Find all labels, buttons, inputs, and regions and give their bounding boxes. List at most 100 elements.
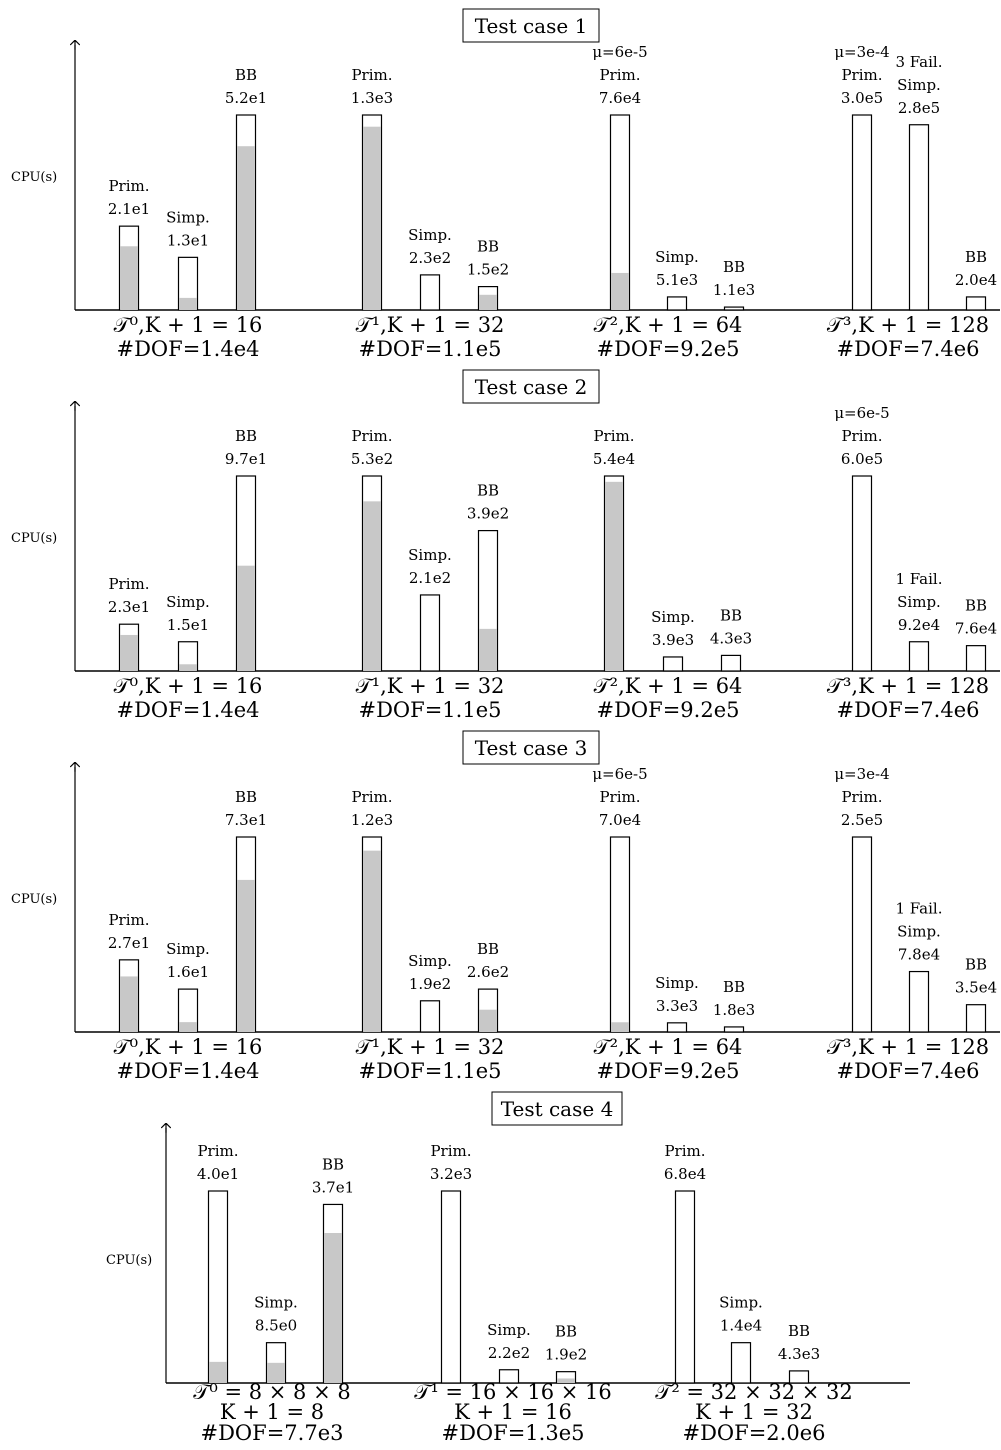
bar-simp [666,296,688,311]
bar-method-label: BB [723,978,745,996]
bar-value-label: 8.5e0 [255,1317,297,1335]
bar-note-label: μ=6e-5 [592,765,647,783]
bar-method-label: Simp. [166,940,210,958]
group-label-dof: #DOF=7.4e6 [836,698,979,722]
bar-fill-portion [120,634,138,671]
bar-value-label: 3.0e5 [841,89,883,107]
bar-method-label: Prim. [351,788,392,806]
bar-simp [419,1000,441,1033]
bar-fill-portion [179,1022,197,1032]
bar-note-label: μ=3e-4 [834,765,889,783]
bar-value-label: 5.1e3 [656,271,698,289]
group-label-mesh: 𝒯²,K + 1 = 64 [594,313,743,337]
bar-bb [720,654,742,672]
chart-panel-3: Test case 3 CPU(s) 2.7e1 Prim. 1.6e1 Simp. 7.3… [11,730,1000,1083]
bar-value-label: 2.7e1 [108,934,150,952]
bar-prim [851,836,873,1033]
bar-value-label: 3.9e2 [467,505,509,523]
bar-method-label: BB [235,66,257,84]
bar-value-label: 1.1e3 [713,281,755,299]
bar-method-label: Prim. [108,911,149,929]
bar-method-label: Prim. [108,177,149,195]
group-label-dof: #DOF=7.4e6 [836,337,979,361]
bar-value-label: 3.3e3 [656,997,698,1015]
bar-value-label: 4.0e1 [197,1165,239,1183]
bar-value-label: 2.3e1 [108,598,150,616]
group-label-dof: #DOF=1.1e5 [358,698,501,722]
y-axis-label: CPU(s) [11,892,57,907]
bar-fill-portion [209,1361,227,1383]
bar-value-label: 4.3e3 [778,1345,820,1363]
group-label-mesh: 𝒯⁰,K + 1 = 16 [114,313,263,337]
bar-prim [609,836,631,1033]
bar-method-label: BB [965,956,987,974]
bar-prim [674,1190,696,1384]
bar-fill-portion [237,879,255,1032]
bar-method-label: BB [322,1155,344,1173]
group-label-dof: #DOF=9.2e5 [596,337,739,361]
bar-value-label: 1.6e1 [167,963,209,981]
bar-prim [851,114,873,311]
y-axis-label: CPU(s) [106,1253,152,1268]
bar-value-label: 5.2e1 [225,89,267,107]
group-label-dof: #DOF=2.0e6 [682,1421,825,1445]
bar-fill-portion [237,146,255,310]
bar-method-label: Simp. [408,952,452,970]
bar-value-label: 5.3e2 [351,450,393,468]
bar-value-label: 2.3e2 [409,249,451,267]
bar-simp [908,641,930,672]
chart-title-box [462,730,600,765]
group-label-dof: #DOF=1.1e5 [358,337,501,361]
bar-method-label: Prim. [841,66,882,84]
bar-value-label: 2.0e4 [955,271,997,289]
bar-value-label: 4.3e3 [710,629,752,647]
bar-fill-portion [179,297,197,310]
chart-panel-1: Test case 1 CPU(s) 2.1e1 Prim. 1.3e1 Simp. 5.2… [11,8,1000,361]
bar-value-label: 3.7e1 [312,1178,354,1196]
bar-value-label: 6.8e4 [664,1165,706,1183]
bar-value-label: 2.6e2 [467,963,509,981]
bar-method-label: Simp. [166,593,210,611]
bar-value-label: 7.0e4 [599,811,641,829]
bar-bb [965,1004,987,1033]
group-label-k: K + 1 = 16 [454,1400,572,1424]
bar-method-label: BB [477,238,499,256]
group-label-dof: #DOF=9.2e5 [596,1059,739,1083]
chart-title: Test case 2 [475,375,588,399]
group-label-mesh: 𝒯³,K + 1 = 128 [827,313,989,337]
bar-fill-portion [479,628,497,671]
bar-method-label: Prim. [841,427,882,445]
bar-method-label: Simp. [408,546,452,564]
chart-title: Test case 4 [501,1097,614,1121]
group-label-k: K + 1 = 32 [695,1400,813,1424]
bar-prim [440,1190,462,1384]
bar-method-label: Simp. [487,1321,531,1339]
bar-bb [723,306,745,311]
bar-method-label: Simp. [897,923,941,941]
bar-value-label: 2.1e1 [108,200,150,218]
chart-title-box [462,369,600,404]
bar-method-label: Prim. [593,427,634,445]
bar-value-label: 7.6e4 [599,89,641,107]
bar-method-label: BB [788,1322,810,1340]
bar-fill-portion [363,850,381,1032]
bar-method-label: Prim. [351,427,392,445]
group-label-mesh: 𝒯²,K + 1 = 64 [594,1035,743,1059]
bar-value-label: 1.3e1 [167,231,209,249]
bar-simp [730,1342,752,1384]
chart-panel-4: Test case 4 CPU(s) 4.0e1 Prim. 8.5e0 Simp. 3.7… [106,1091,910,1445]
bar-prim [207,1190,229,1384]
bar-value-label: 2.8e5 [898,99,940,117]
group-label-dof: #DOF=1.1e5 [358,1059,501,1083]
bar-simp [908,970,930,1033]
bar-method-label: BB [555,1323,577,1341]
bar-method-label: BB [965,597,987,615]
bar-method-label: Prim. [197,1142,238,1160]
bar-method-label: BB [965,248,987,266]
group-label-mesh: 𝒯³,K + 1 = 128 [827,1035,989,1059]
bar-value-label: 9.7e1 [225,450,267,468]
bar-method-label: BB [477,482,499,500]
bar-simp [498,1369,520,1384]
bar-simp [666,1022,688,1033]
